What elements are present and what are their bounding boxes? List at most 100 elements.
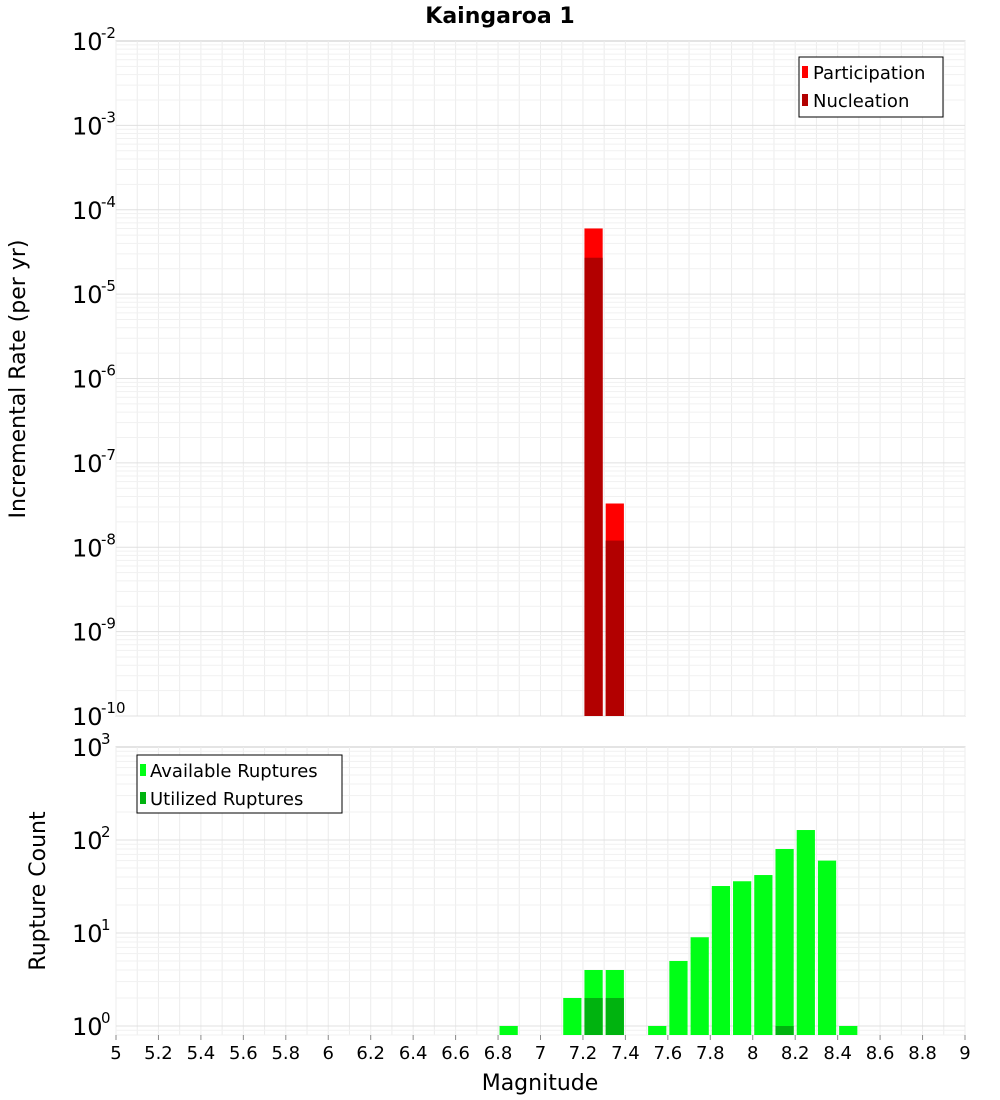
rate-y-tick-base: 10 <box>72 366 103 394</box>
legend-label-nucleation: Nucleation <box>813 91 909 112</box>
rate-y-tick-base: 10 <box>72 534 103 562</box>
count-bar-available-ruptures-0 <box>499 1025 518 1035</box>
x-tick-label-9: 6.8 <box>484 1043 513 1064</box>
rate-bars <box>584 228 624 716</box>
legend-label-participation: Participation <box>813 63 925 84</box>
count-y-tick-exp: 3 <box>101 730 111 748</box>
rate-y-tick-6: 10-4 <box>72 193 116 225</box>
rate-y-tick-base: 10 <box>72 703 103 731</box>
count-bar-available-ruptures-1 <box>563 997 582 1035</box>
rate-y-tick-base: 10 <box>72 281 103 309</box>
x-tick-label-14: 7.8 <box>696 1043 725 1064</box>
x-tick-label-2: 5.4 <box>187 1043 216 1064</box>
rate-y-tick-exp: -8 <box>101 530 116 548</box>
x-tick-label-0: 5 <box>110 1043 121 1064</box>
count-y-tick-exp: 1 <box>101 916 111 934</box>
rate-bar-nucleation-1 <box>605 540 624 716</box>
count-y-tick-base: 10 <box>72 827 103 855</box>
legend-swatch-available <box>140 764 146 776</box>
x-tick-label-6: 6.2 <box>356 1043 385 1064</box>
x-tick-label-10: 7 <box>535 1043 546 1064</box>
count-bar-utilized-ruptures-2 <box>775 1025 794 1035</box>
count-bar-available-ruptures-12 <box>817 860 837 1035</box>
rate-y-tick-base: 10 <box>72 112 103 140</box>
count-bar-utilized-ruptures-1 <box>605 997 624 1035</box>
rate-y-tick-3: 10-7 <box>72 446 116 478</box>
rate-y-tick-base: 10 <box>72 450 103 478</box>
rate-y-tick-exp: -9 <box>101 615 116 633</box>
rate-y-tick-exp: -10 <box>101 699 126 717</box>
count-y-tick-1: 101 <box>72 916 111 948</box>
count-y-tick-base: 10 <box>72 920 103 948</box>
x-tick-label-12: 7.4 <box>611 1043 640 1064</box>
rate-y-tick-1: 10-9 <box>72 615 116 647</box>
legend-label-available: Available Ruptures <box>150 761 318 782</box>
x-tick-label-4: 5.8 <box>271 1043 300 1064</box>
count-bar-available-ruptures-6 <box>690 937 709 1035</box>
rate-y-tick-exp: -3 <box>101 108 116 126</box>
count-y-tick-exp: 0 <box>101 1009 111 1027</box>
count-bar-available-ruptures-5 <box>669 960 688 1035</box>
count-bar-available-ruptures-8 <box>733 881 752 1035</box>
count-legend: Available Ruptures Utilized Ruptures <box>136 754 343 814</box>
count-bar-available-ruptures-4 <box>648 1025 667 1035</box>
legend-swatch-participation <box>802 66 808 78</box>
rate-y-tick-exp: -2 <box>101 24 116 42</box>
rate-bar-nucleation-0 <box>584 257 603 716</box>
x-tick-label-8: 6.6 <box>441 1043 470 1064</box>
count-y-tick-base: 10 <box>72 734 103 762</box>
count-bars <box>499 830 858 1035</box>
count-bar-available-ruptures-7 <box>711 886 731 1035</box>
rate-y-tick-7: 10-3 <box>72 108 116 140</box>
x-tick-label-17: 8.4 <box>823 1043 852 1064</box>
count-y-tick-3: 103 <box>72 730 111 762</box>
x-tick-label-16: 8.2 <box>781 1043 810 1064</box>
rate-y-tick-0: 10-10 <box>72 699 126 731</box>
x-tick-label-15: 8 <box>747 1043 758 1064</box>
rate-y-tick-exp: -5 <box>101 277 116 295</box>
count-bar-available-ruptures-13 <box>839 1025 858 1035</box>
count-y-tick-0: 100 <box>72 1009 111 1041</box>
count-bar-available-ruptures-9 <box>754 875 773 1035</box>
rate-y-tick-2: 10-8 <box>72 530 116 562</box>
rate-y-tick-base: 10 <box>72 619 103 647</box>
rate-legend: Participation Nucleation <box>798 56 944 118</box>
count-y-axis-label: Rupture Count <box>26 811 51 971</box>
rate-y-tick-exp: -6 <box>101 362 116 380</box>
rate-grid <box>115 41 966 717</box>
rate-y-tick-exp: -4 <box>101 193 116 211</box>
legend-swatch-utilized <box>140 792 146 804</box>
x-tick-label-3: 5.6 <box>229 1043 258 1064</box>
count-bar-available-ruptures-11 <box>796 830 815 1035</box>
rate-y-tick-base: 10 <box>72 197 103 225</box>
count-y-tick-2: 102 <box>72 823 111 855</box>
rate-y-tick-base: 10 <box>72 28 103 56</box>
count-y-tick-exp: 2 <box>101 823 111 841</box>
x-tick-label-11: 7.2 <box>569 1043 598 1064</box>
count-y-tick-base: 10 <box>72 1013 103 1041</box>
rate-y-tick-8: 10-2 <box>72 24 116 56</box>
count-x-ticks: 5 5.2 5.4 5.6 5.8 6 6.2 6.4 6.6 6.8 7 7.2 7.4 7.6 7.8 8… <box>110 1035 971 1064</box>
rate-y-tick-5: 10-5 <box>72 277 116 309</box>
x-tick-label-19: 8.8 <box>908 1043 937 1064</box>
x-tick-label-1: 5.2 <box>144 1043 173 1064</box>
count-bar-utilized-ruptures-0 <box>584 997 603 1035</box>
rate-y-tick-exp: -7 <box>101 446 116 464</box>
legend-swatch-nucleation <box>802 94 808 106</box>
rate-y-tick-4: 10-6 <box>72 362 116 394</box>
rate-y-axis-label: Incremental Rate (per yr) <box>6 240 31 519</box>
x-tick-label-7: 6.4 <box>399 1043 428 1064</box>
x-tick-label-18: 8.6 <box>866 1043 895 1064</box>
x-tick-label-20: 9 <box>959 1043 970 1064</box>
x-axis-label: Magnitude <box>482 1071 599 1096</box>
legend-label-utilized: Utilized Ruptures <box>150 789 303 810</box>
x-tick-label-5: 6 <box>323 1043 334 1064</box>
chart-title: Kaingaroa 1 <box>425 4 574 29</box>
count-bar-available-ruptures-10 <box>775 849 794 1035</box>
x-tick-label-13: 7.6 <box>654 1043 683 1064</box>
